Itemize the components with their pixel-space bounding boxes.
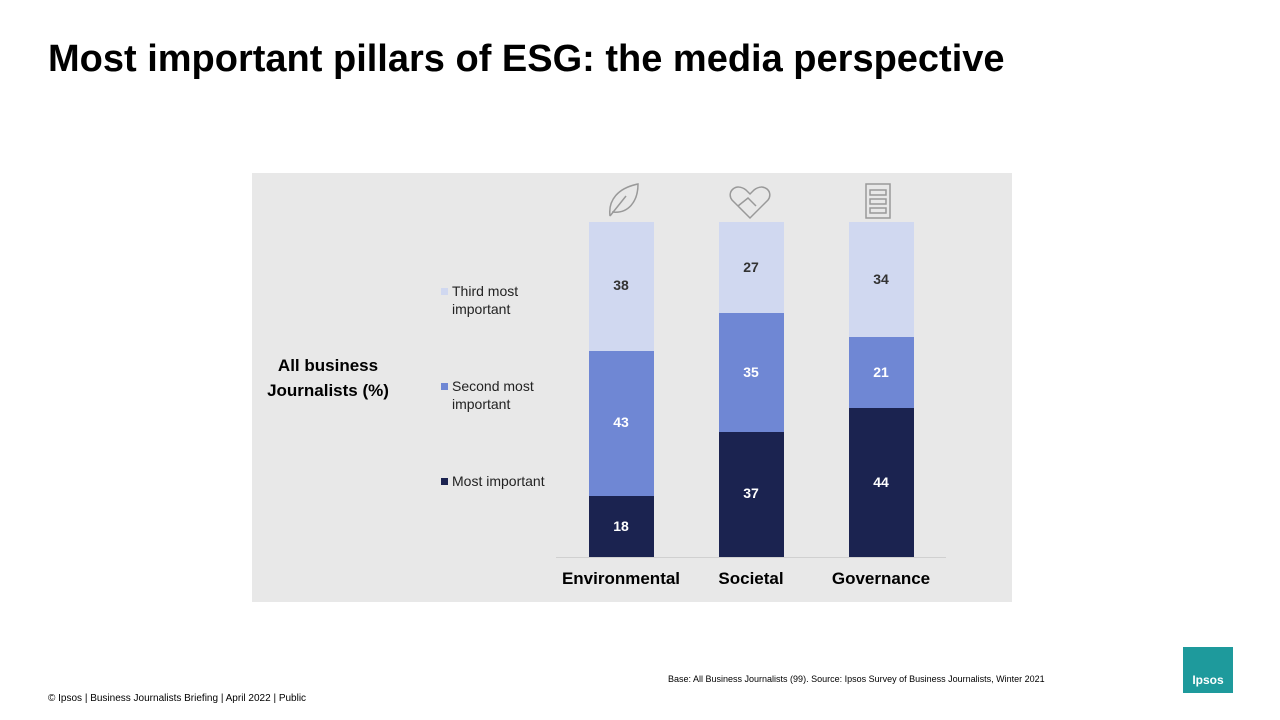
data-label: 27 — [743, 258, 759, 275]
data-label: 38 — [613, 277, 629, 294]
y-axis-label: All business Journalists (%) — [267, 356, 389, 400]
legend-label: Second most important — [452, 378, 534, 412]
legend-swatch — [441, 383, 448, 390]
bar-segment — [848, 337, 914, 409]
logo: Ipsos — [1183, 647, 1233, 693]
bar-segment — [848, 222, 914, 338]
legend-swatch — [441, 288, 448, 295]
footer-copyright: © Ipsos | Business Journalists Briefing … — [48, 693, 307, 704]
x-tick-label: Societal — [718, 569, 784, 588]
source-note: Base: All Business Journalists (99). Sou… — [668, 674, 1045, 684]
bar-segment — [588, 350, 654, 497]
data-label: 21 — [873, 363, 889, 380]
bar-segment — [588, 222, 654, 351]
x-tick-label: Governance — [831, 569, 931, 588]
data-label: 44 — [873, 473, 889, 490]
data-label: 35 — [743, 363, 759, 380]
logo-text: Ipsos — [1192, 673, 1224, 687]
data-label: 34 — [873, 270, 889, 287]
bar-segment — [718, 222, 784, 314]
x-tick-label: Environmental — [561, 569, 681, 588]
legend-label: Most important — [452, 473, 545, 489]
bar-segment — [848, 408, 914, 557]
slide-title: Most important pillars of ESG: the media… — [48, 38, 1005, 80]
baseline — [556, 557, 946, 558]
pillar-icons — [609, 183, 891, 220]
data-label: 18 — [613, 517, 629, 534]
data-label: 43 — [613, 414, 629, 431]
data-label: 37 — [743, 485, 759, 502]
legend-swatch — [441, 478, 448, 485]
bar-segment — [718, 431, 784, 557]
bar-segment — [718, 313, 784, 432]
legend-label: Third most important — [452, 283, 519, 317]
bar-segment — [588, 496, 654, 557]
